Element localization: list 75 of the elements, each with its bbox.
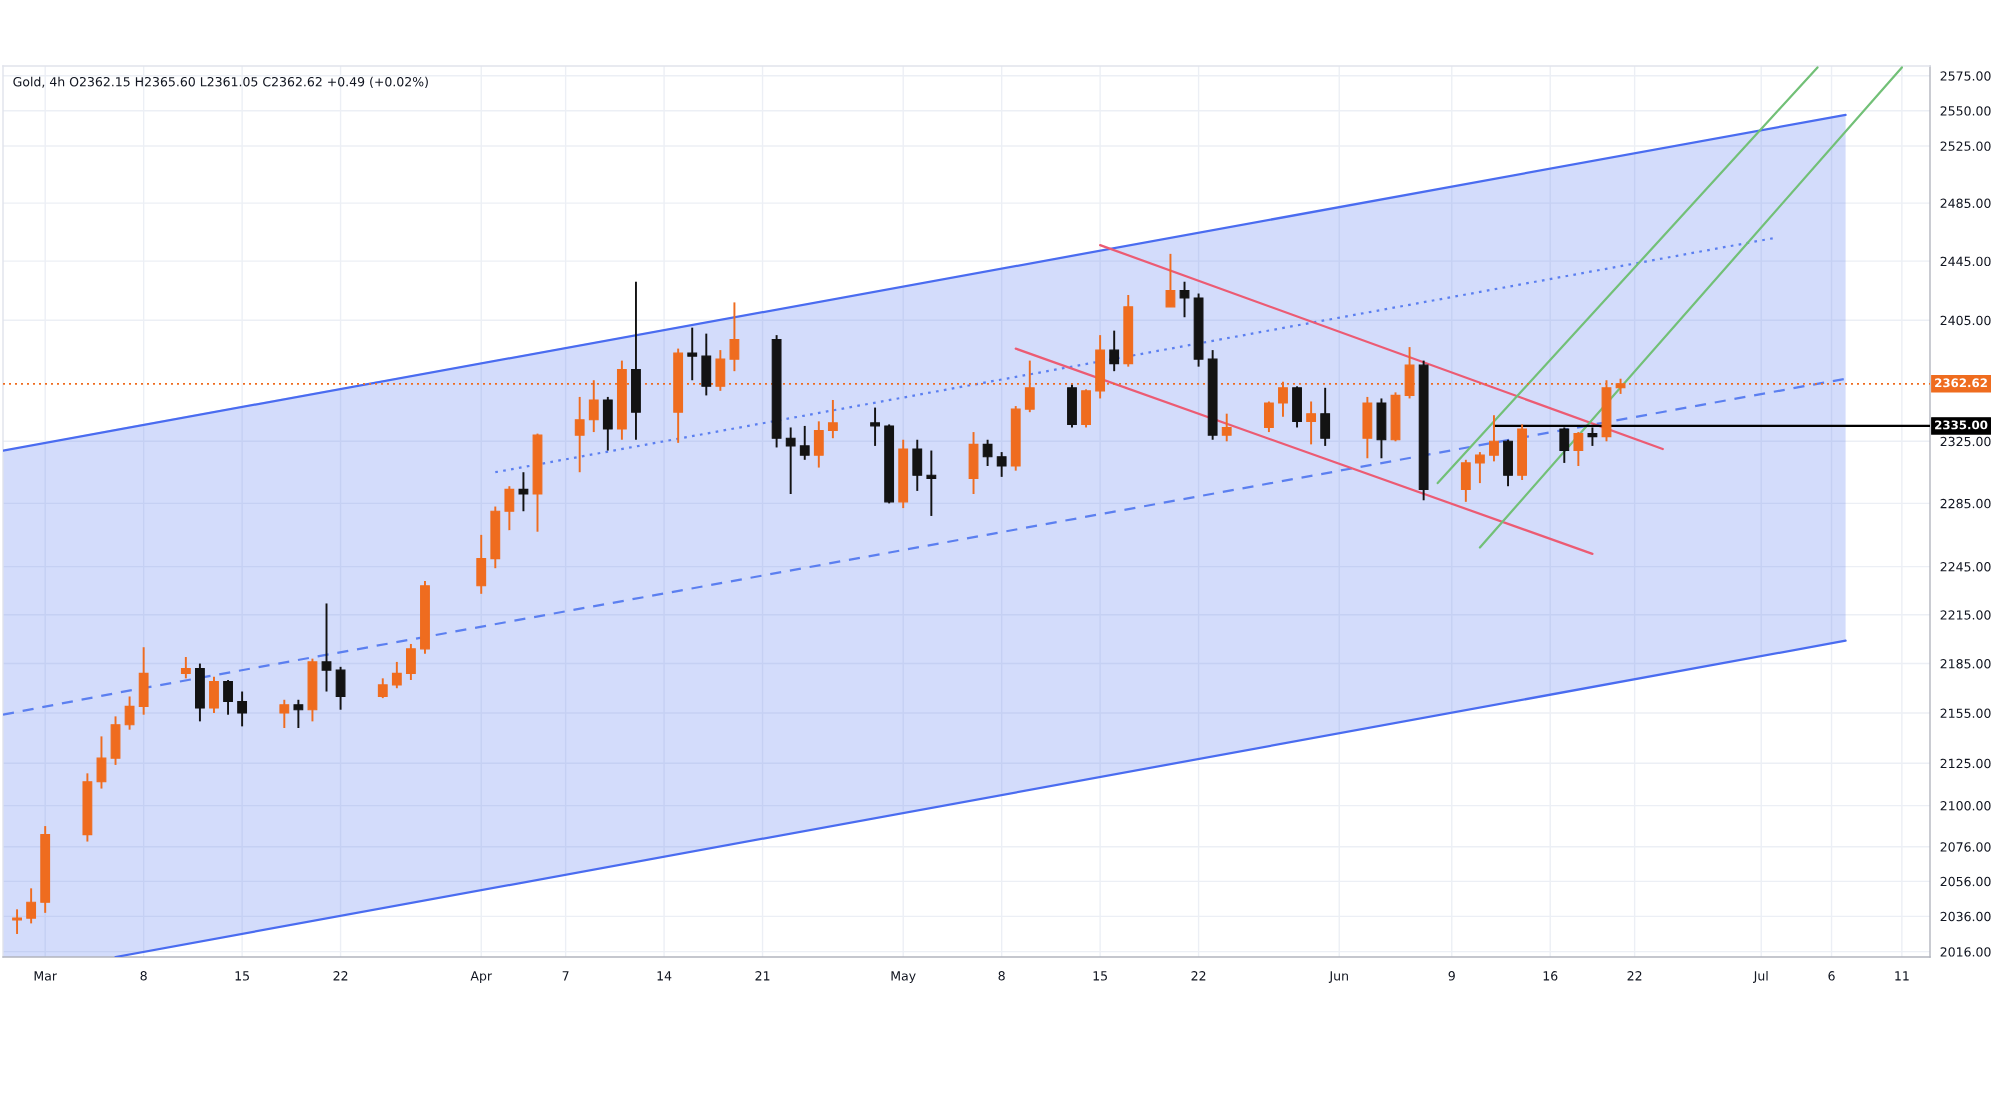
- candlestick: [1559, 426, 1570, 464]
- candlestick: [377, 677, 388, 700]
- candlestick: [293, 698, 304, 729]
- y-tick-label: 2036.00: [1940, 911, 1991, 922]
- candlestick: [1306, 400, 1317, 446]
- x-tick-label: 22: [1191, 971, 1206, 981]
- candlestick: [391, 660, 402, 690]
- y-tick-label: 2076.00: [1940, 842, 1991, 852]
- candlestick: [982, 438, 993, 467]
- candlestick: [518, 471, 529, 513]
- x-tick-label: 16: [1543, 971, 1558, 981]
- candlestick: [321, 602, 332, 693]
- candlestick: [96, 735, 107, 790]
- y-tick-label: 2056.00: [1940, 876, 1991, 887]
- candlestick: [687, 326, 698, 382]
- x-tick-label: 15: [1093, 971, 1107, 981]
- candlestick: [124, 695, 135, 731]
- y-tick-label: 2016.00: [1940, 947, 1991, 957]
- candlestick: [26, 887, 37, 925]
- candlestick: [1489, 414, 1499, 463]
- x-tick-label: 8: [998, 971, 1005, 981]
- y-tick-label: 2245.00: [1940, 562, 1991, 572]
- y-tick-label: 2525.00: [1940, 141, 1991, 151]
- y-tick-label: 2325.00: [1940, 436, 1991, 447]
- y-tick-label: 2445.00: [1940, 256, 1991, 267]
- x-tick-label: May: [891, 971, 916, 983]
- candlestick: [926, 449, 937, 517]
- x-tick-label: Jul: [1753, 970, 1768, 983]
- x-tick-label: 21: [755, 971, 770, 981]
- x-tick-label: 15: [235, 971, 249, 981]
- candlestick: [1165, 252, 1176, 308]
- y-tick-label: 2550.00: [1940, 106, 1991, 116]
- candlestick: [1474, 451, 1485, 485]
- x-tick-label: 22: [333, 971, 348, 981]
- candlestick: [1024, 359, 1035, 414]
- x-tick-label: 11: [1895, 971, 1909, 981]
- candlestick: [827, 399, 838, 440]
- candlestick: [1587, 426, 1598, 447]
- y-tick-label: 2185.00: [1940, 659, 1991, 669]
- y-tick-label: 2285.00: [1940, 498, 1991, 509]
- candlestick: [1109, 329, 1120, 373]
- candlestick: [1221, 412, 1232, 443]
- x-tick-label: 14: [657, 971, 672, 981]
- x-tick-label: 8: [140, 971, 147, 981]
- annotation: 2335.00: [1935, 420, 1988, 430]
- candlestick: [180, 656, 191, 680]
- y-tick-label: 2215.00: [1940, 610, 1991, 620]
- candlestick: [237, 690, 248, 728]
- candlestick: [870, 406, 880, 447]
- x-tick-label: 22: [1627, 971, 1642, 981]
- x-tick-label: Jun: [1328, 971, 1348, 983]
- candlestick: [279, 698, 290, 729]
- candlestick: [785, 426, 796, 495]
- x-tick-label: 6: [1828, 971, 1835, 981]
- y-tick-label: 2405.00: [1940, 315, 1991, 326]
- y-tick-label: 2100.00: [1940, 801, 1991, 811]
- candlestick: [1573, 431, 1584, 467]
- candlestick: [574, 395, 585, 474]
- y-tick-label: 2575.00: [1940, 71, 1991, 81]
- x-tick-label: Mar: [34, 971, 57, 981]
- candlestick: [996, 451, 1007, 478]
- x-tick-label: Apr: [470, 971, 493, 983]
- candlestick: [504, 485, 515, 532]
- candlestick: [223, 679, 233, 716]
- candlestick: [729, 301, 740, 373]
- text: Gold, 4h O2362.15 H2365.60 L2361.05 C2362.62 +0.49 (+0.02%): [13, 76, 428, 88]
- candlestick: [799, 424, 810, 461]
- y-tick-label: 2485.00: [1940, 198, 1991, 209]
- candlestick: [12, 908, 22, 935]
- ref-line-label: 2362.62: [1935, 378, 1987, 388]
- y-tick-label: 2155.00: [1940, 708, 1991, 718]
- x-tick-label: 7: [562, 971, 569, 981]
- x-tick-label: 9: [1448, 971, 1455, 981]
- candlestick: [1179, 280, 1190, 319]
- y-tick-label: 2125.00: [1940, 758, 1991, 769]
